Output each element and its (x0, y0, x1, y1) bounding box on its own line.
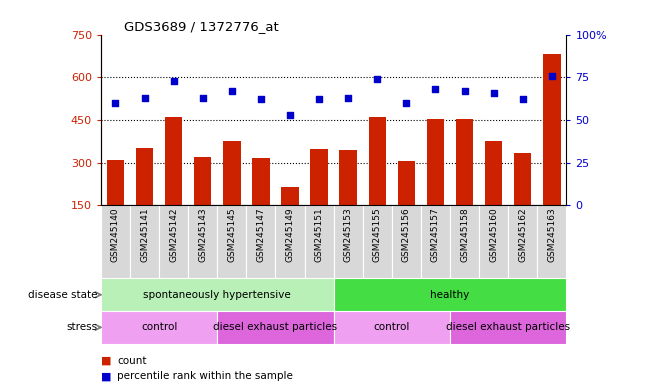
Bar (188, 205, 217, 278)
Text: GDS3689 / 1372776_at: GDS3689 / 1372776_at (124, 20, 279, 33)
Text: control: control (374, 322, 410, 333)
Bar (456, 119, 473, 205)
Bar (514, 153, 531, 205)
Text: GSM245162: GSM245162 (518, 208, 527, 262)
Point (460, 88, 470, 94)
Text: control: control (141, 322, 177, 333)
Text: percentile rank within the sample: percentile rank within the sample (117, 371, 293, 381)
Bar (159, 205, 188, 278)
Point (372, 76, 383, 82)
Bar (334, 311, 450, 344)
Bar (101, 205, 130, 278)
Point (343, 95, 353, 101)
Text: diesel exhaust particles: diesel exhaust particles (446, 322, 570, 333)
Bar (252, 157, 270, 205)
Point (430, 86, 441, 92)
Text: GSM245157: GSM245157 (431, 208, 440, 262)
Bar (281, 187, 299, 205)
Bar (543, 55, 561, 205)
Point (284, 112, 295, 118)
Point (547, 73, 557, 79)
Text: GSM245147: GSM245147 (256, 208, 266, 262)
Bar (223, 141, 241, 205)
Bar (107, 161, 124, 205)
Point (139, 95, 150, 101)
Bar (217, 205, 246, 278)
Bar (508, 205, 537, 278)
Bar (311, 149, 328, 205)
Bar (363, 205, 392, 278)
Bar (334, 205, 363, 278)
Text: GSM245142: GSM245142 (169, 208, 178, 262)
Bar (246, 205, 275, 278)
Bar (450, 205, 479, 278)
Text: GSM245143: GSM245143 (198, 208, 207, 262)
Bar (217, 311, 334, 344)
Text: GSM245160: GSM245160 (489, 208, 498, 262)
Bar (398, 161, 415, 205)
Text: GSM245163: GSM245163 (547, 208, 557, 262)
Text: GSM245140: GSM245140 (111, 208, 120, 262)
Text: count: count (117, 356, 146, 366)
Bar (101, 278, 334, 311)
Text: GSM245145: GSM245145 (227, 208, 236, 262)
Text: GSM245153: GSM245153 (344, 208, 353, 262)
Text: GSM245156: GSM245156 (402, 208, 411, 262)
Bar (130, 205, 159, 278)
Point (110, 100, 120, 106)
Text: ■: ■ (101, 371, 111, 381)
Text: disease state: disease state (28, 290, 98, 300)
Point (227, 88, 237, 94)
Point (518, 96, 528, 103)
Text: GSM245158: GSM245158 (460, 208, 469, 262)
Bar (275, 205, 305, 278)
Text: GSM245149: GSM245149 (286, 208, 294, 262)
Bar (339, 150, 357, 205)
Text: spontaneously hypertensive: spontaneously hypertensive (143, 290, 291, 300)
Bar (334, 278, 566, 311)
Point (488, 89, 499, 96)
Point (169, 78, 179, 84)
Bar (392, 205, 421, 278)
Bar (194, 157, 212, 205)
Text: GSM245151: GSM245151 (314, 208, 324, 262)
Text: GSM245155: GSM245155 (373, 208, 381, 262)
Bar (450, 311, 566, 344)
Bar (537, 205, 566, 278)
Text: diesel exhaust particles: diesel exhaust particles (214, 322, 337, 333)
Text: stress: stress (66, 322, 98, 333)
Bar (479, 205, 508, 278)
Bar (305, 205, 334, 278)
Text: GSM245141: GSM245141 (140, 208, 149, 262)
Bar (427, 119, 444, 205)
Bar (368, 117, 386, 205)
Bar (136, 148, 153, 205)
Bar (165, 117, 182, 205)
Point (314, 96, 324, 103)
Point (401, 100, 411, 106)
Text: ■: ■ (101, 356, 111, 366)
Point (256, 96, 266, 103)
Text: healthy: healthy (430, 290, 469, 300)
Bar (101, 311, 217, 344)
Point (197, 95, 208, 101)
Bar (485, 141, 503, 205)
Bar (421, 205, 450, 278)
